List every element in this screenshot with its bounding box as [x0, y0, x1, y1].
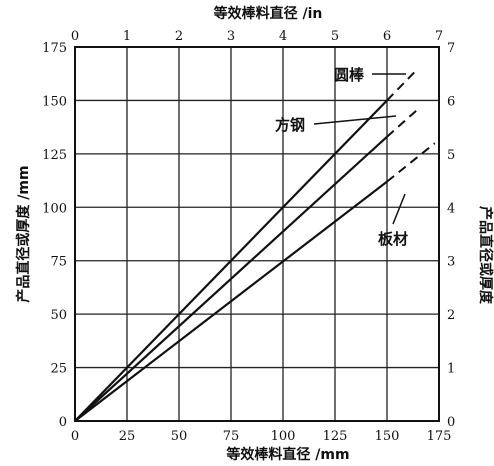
label-square-bar: 方钢: [275, 116, 305, 134]
y-tick-label-in: 1: [447, 362, 455, 377]
x-tick-label-mm: 0: [71, 429, 79, 444]
x-tick-label-mm: 175: [427, 429, 452, 444]
y-tick-label-in: 7: [447, 41, 455, 56]
label-round-bar: 圆棒: [334, 66, 365, 84]
y-tick-label-mm: 100: [42, 201, 67, 216]
x-tick-label-mm: 25: [119, 429, 136, 444]
y-tick-label-mm: 150: [42, 94, 67, 109]
x-tick-label-mm: 125: [323, 429, 348, 444]
y-tick-label-mm: 125: [42, 148, 67, 163]
y-tick-label-mm: 0: [59, 415, 67, 430]
x-tick-label-mm: 150: [375, 429, 400, 444]
leader-square-bar: [313, 115, 397, 125]
y-tick-label-in: 2: [447, 308, 455, 323]
series-layer: [74, 67, 436, 422]
x-tick-label-mm: 100: [271, 429, 296, 444]
y-tick-label-in: 5: [447, 148, 455, 163]
y-tick-label-mm: 75: [50, 255, 67, 270]
series-extension-1: [386, 67, 419, 102]
y-tick-label-mm: 50: [50, 308, 67, 323]
x-tick-label-in: 3: [227, 29, 235, 44]
x-tick-label-in: 5: [331, 29, 339, 44]
x-tick-label-in: 1: [123, 29, 131, 44]
x-tick-label-in: 2: [175, 29, 183, 44]
x-tick-label-mm: 75: [223, 429, 240, 444]
x-tick-label-in: 0: [71, 29, 79, 44]
series-line-3: [74, 180, 388, 422]
x-tick-label-in: 4: [279, 29, 287, 44]
series-line-2: [74, 135, 388, 422]
x-tick-label-in: 7: [435, 29, 443, 44]
y-axis-title-left: 产品直径或厚度 /mm: [15, 165, 32, 302]
y-tick-label-in: 4: [447, 201, 455, 216]
x-axis-title-top: 等效棒料直径 /in: [214, 5, 323, 22]
label-plate: 板材: [378, 230, 408, 248]
series-extension-3: [386, 142, 436, 183]
y-tick-label-in: 6: [447, 94, 455, 109]
x-tick-label-in: 6: [383, 29, 391, 44]
plot-frame: [74, 46, 440, 422]
annotations: 圆棒 方钢 板材: [275, 66, 408, 248]
y-tick-label-mm: 175: [42, 41, 67, 56]
x-axis-title-bottom: 等效棒料直径 /mm: [226, 446, 349, 463]
series-line-1: [74, 99, 388, 422]
y-tick-label-mm: 25: [50, 362, 67, 377]
y-tick-label-in: 3: [447, 255, 455, 270]
y-axis-title-right: 产品直径或厚度: [477, 206, 494, 305]
series-extension-2: [386, 108, 419, 138]
x-tick-label-mm: 50: [171, 429, 188, 444]
grid: [75, 47, 439, 421]
y-tick-label-in: 0: [447, 415, 455, 430]
leader-plate: [392, 193, 406, 225]
